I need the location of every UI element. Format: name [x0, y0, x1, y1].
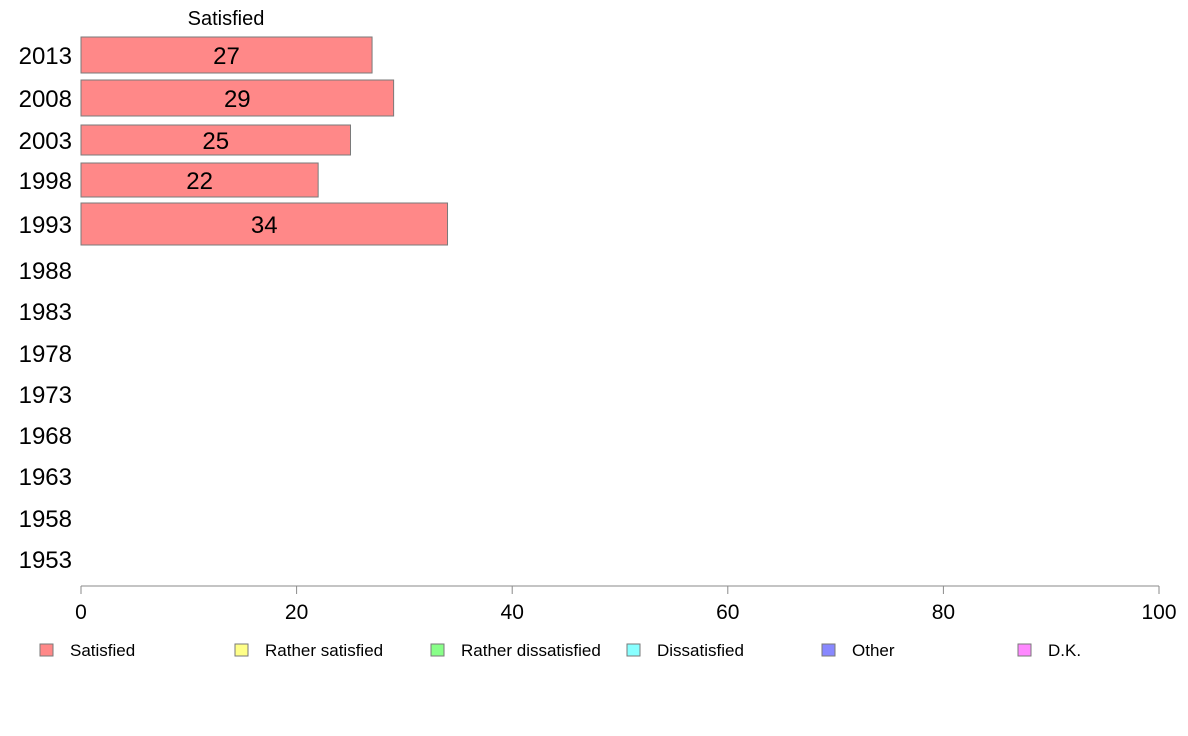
legend-label-d-k-: D.K.: [1048, 641, 1081, 660]
x-tick-label: 100: [1141, 601, 1176, 624]
legend-label-satisfied: Satisfied: [70, 641, 135, 660]
legend-swatch-other: [821, 643, 836, 657]
x-tick-label: 20: [285, 601, 308, 624]
year-label: 1973: [19, 382, 72, 409]
legend-label-dissatisfied: Dissatisfied: [657, 641, 744, 660]
bar-value-label: 29: [224, 86, 251, 113]
year-label: 1978: [19, 341, 72, 368]
year-label: 1998: [19, 168, 72, 195]
x-tick-label: 80: [932, 601, 955, 624]
bar-value-label: 27: [213, 43, 240, 70]
x-tick-label: 40: [501, 601, 524, 624]
legend-label-other: Other: [852, 641, 895, 660]
x-axis: 0 20 40 60 80 100: [75, 585, 1177, 624]
bar-value-label: 22: [186, 168, 213, 195]
legend-swatch-rather-satisfied: [234, 643, 249, 657]
year-label: 1993: [19, 212, 72, 239]
legend-swatch-satisfied: [39, 643, 54, 657]
bar-satisfied-2013: [80, 36, 373, 74]
bars: [80, 36, 449, 246]
year-label: 2003: [19, 128, 72, 155]
year-label: 1963: [19, 464, 72, 491]
year-labels: 2013 2008 2003 1998 1993 1988 1983 1978 1973 1968…: [19, 43, 72, 574]
legend-swatch-dissatisfied: [626, 643, 641, 657]
column-title: Satisfied: [188, 8, 265, 30]
bar-satisfied-2003: [80, 124, 351, 156]
year-label: 2013: [19, 43, 72, 70]
year-label: 1958: [19, 506, 72, 533]
year-label: 1968: [19, 423, 72, 450]
bar-satisfied-1993: [80, 202, 449, 246]
legend: Satisfied Rather satisfied Rather dissatis…: [39, 641, 1081, 660]
bar-satisfied-2008: [80, 79, 395, 117]
year-label: 1983: [19, 299, 72, 326]
year-label: 1953: [19, 547, 72, 574]
legend-swatch-rather-dissatisfied: [430, 643, 445, 657]
legend-label-rather-satisfied: Rather satisfied: [265, 641, 383, 660]
bar-satisfied-1998: [80, 162, 319, 198]
year-label: 2008: [19, 86, 72, 113]
legend-label-rather-dissatisfied: Rather dissatisfied: [461, 641, 601, 660]
legend-swatch-d-k-: [1017, 643, 1032, 657]
x-tick-label: 60: [716, 601, 739, 624]
x-tick-label: 0: [75, 601, 87, 624]
bar-value-label: 34: [251, 212, 278, 239]
value-labels: 27 29 25 22 34: [186, 43, 277, 239]
year-label: 1988: [19, 258, 72, 285]
bar-value-label: 25: [202, 128, 229, 155]
